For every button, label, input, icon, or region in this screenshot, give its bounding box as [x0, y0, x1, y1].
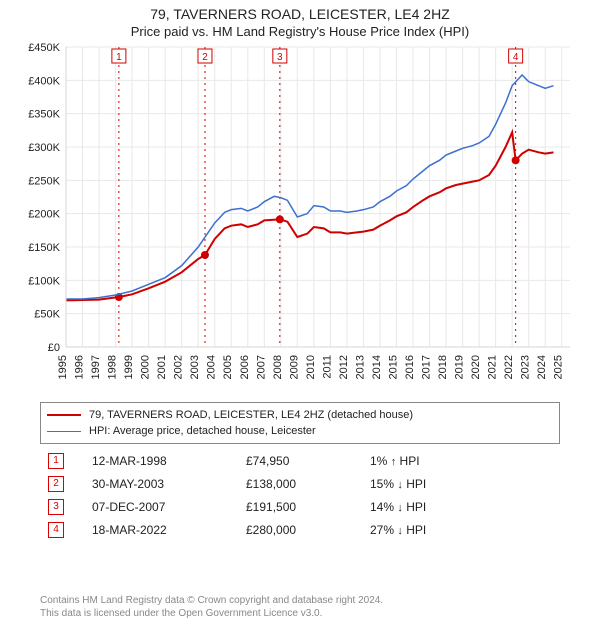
x-tick-label: 2017	[421, 355, 433, 379]
delta-arrow-icon: ↑	[391, 456, 397, 468]
y-tick-label: £200K	[28, 209, 60, 221]
footer-line-2: This data is licensed under the Open Gov…	[40, 608, 560, 621]
sale-price: £280,000	[240, 519, 362, 540]
sale-delta: 27%	[370, 523, 394, 537]
sale-index: 2	[42, 473, 84, 494]
sale-index-box: 2	[48, 476, 64, 492]
legend-row: HPI: Average price, detached house, Leic…	[47, 423, 553, 439]
sale-index-box: 1	[48, 453, 64, 469]
sale-date: 18-MAR-2022	[86, 519, 238, 540]
x-tick-label: 2014	[371, 355, 383, 379]
x-tick-label: 2003	[189, 355, 201, 379]
y-tick-label: £350K	[28, 109, 60, 121]
sale-delta-cell: 1% ↑ HPI	[364, 450, 432, 471]
sale-delta-cell: 14% ↓ HPI	[364, 496, 432, 517]
sale-point	[201, 251, 209, 259]
x-tick-label: 1995	[57, 355, 69, 379]
sale-price: £74,950	[240, 450, 362, 471]
x-tick-label: 1996	[74, 355, 86, 379]
sale-index-box: 3	[48, 499, 64, 515]
page-title: 79, TAVERNERS ROAD, LEICESTER, LE4 2HZ	[0, 6, 600, 22]
sale-date: 30-MAY-2003	[86, 473, 238, 494]
x-tick-label: 2001	[156, 355, 168, 379]
x-tick-label: 2016	[404, 355, 416, 379]
delta-arrow-icon: ↓	[397, 502, 403, 514]
sale-delta-cell: 15% ↓ HPI	[364, 473, 432, 494]
sale-vs: HPI	[406, 523, 426, 537]
x-tick-label: 2013	[354, 355, 366, 379]
x-tick-label: 2012	[338, 355, 350, 379]
y-tick-label: £400K	[28, 75, 60, 87]
footer-line-1: Contains HM Land Registry data © Crown c…	[40, 595, 560, 608]
sale-vs: HPI	[400, 454, 420, 468]
sale-index-box: 4	[48, 522, 64, 538]
sale-delta: 1%	[370, 454, 387, 468]
y-tick-label: £150K	[28, 242, 60, 254]
event-marker: 4	[513, 52, 519, 63]
sale-date: 12-MAR-1998	[86, 450, 238, 471]
x-tick-label: 2009	[288, 355, 300, 379]
x-tick-label: 1999	[123, 355, 135, 379]
y-tick-label: £250K	[28, 175, 60, 187]
sale-delta-cell: 27% ↓ HPI	[364, 519, 432, 540]
price-hpi-chart: £0 £50K £100K £150K £200K £250K £300K £350K £400…	[10, 43, 590, 393]
x-tick-label: 2011	[321, 355, 333, 379]
y-tick-label: £100K	[28, 275, 60, 287]
chart-legend: 79, TAVERNERS ROAD, LEICESTER, LE4 2HZ (…	[40, 402, 560, 444]
delta-arrow-icon: ↓	[397, 525, 403, 537]
sale-point	[512, 156, 520, 164]
legend-label: 79, TAVERNERS ROAD, LEICESTER, LE4 2HZ (…	[89, 409, 413, 421]
sale-delta: 14%	[370, 500, 394, 514]
x-tick-label: 2023	[520, 355, 532, 379]
sale-price: £191,500	[240, 496, 362, 517]
table-row: 418-MAR-2022£280,00027% ↓ HPI	[42, 519, 432, 540]
x-tick-label: 2010	[305, 355, 317, 379]
x-tick-label: 2020	[470, 355, 482, 379]
x-tick-label: 2000	[140, 355, 152, 379]
y-tick-label: £450K	[28, 43, 60, 54]
sale-index: 1	[42, 450, 84, 471]
sale-vs: HPI	[406, 477, 426, 491]
sale-index: 3	[42, 496, 84, 517]
sale-index: 4	[42, 519, 84, 540]
legend-swatch	[47, 431, 81, 432]
sale-delta: 15%	[370, 477, 394, 491]
x-tick-label: 2015	[387, 355, 399, 379]
x-tick-label: 2025	[553, 355, 565, 379]
event-marker: 1	[116, 52, 122, 63]
x-tick-label: 2005	[222, 355, 234, 379]
y-tick-label: £300K	[28, 142, 60, 154]
x-tick-label: 2006	[239, 355, 251, 379]
legend-label: HPI: Average price, detached house, Leic…	[89, 425, 316, 437]
sale-vs: HPI	[406, 500, 426, 514]
x-tick-label: 2002	[173, 355, 185, 379]
x-tick-label: 2022	[503, 355, 515, 379]
x-tick-label: 2019	[454, 355, 466, 379]
legend-row: 79, TAVERNERS ROAD, LEICESTER, LE4 2HZ (…	[47, 407, 553, 423]
page-subtitle: Price paid vs. HM Land Registry's House …	[0, 24, 600, 39]
table-row: 230-MAY-2003£138,00015% ↓ HPI	[42, 473, 432, 494]
sale-point	[276, 215, 284, 223]
legend-swatch	[47, 414, 81, 416]
sales-table: 112-MAR-1998£74,9501% ↑ HPI230-MAY-2003£…	[40, 448, 434, 542]
x-tick-label: 1997	[90, 355, 102, 379]
x-tick-label: 2024	[536, 355, 548, 379]
y-tick-label: £50K	[34, 309, 60, 321]
x-tick-label: 2004	[206, 355, 218, 379]
event-marker: 2	[202, 52, 208, 63]
x-tick-label: 1998	[107, 355, 119, 379]
x-tick-label: 2008	[272, 355, 284, 379]
x-tick-label: 2007	[255, 355, 267, 379]
attribution-footer: Contains HM Land Registry data © Crown c…	[40, 595, 560, 620]
table-row: 112-MAR-1998£74,9501% ↑ HPI	[42, 450, 432, 471]
y-tick-label: £0	[48, 342, 60, 354]
x-tick-label: 2021	[487, 355, 499, 379]
sale-date: 07-DEC-2007	[86, 496, 238, 517]
sale-price: £138,000	[240, 473, 362, 494]
x-tick-label: 2018	[437, 355, 449, 379]
table-row: 307-DEC-2007£191,50014% ↓ HPI	[42, 496, 432, 517]
event-marker: 3	[277, 52, 283, 63]
delta-arrow-icon: ↓	[397, 479, 403, 491]
